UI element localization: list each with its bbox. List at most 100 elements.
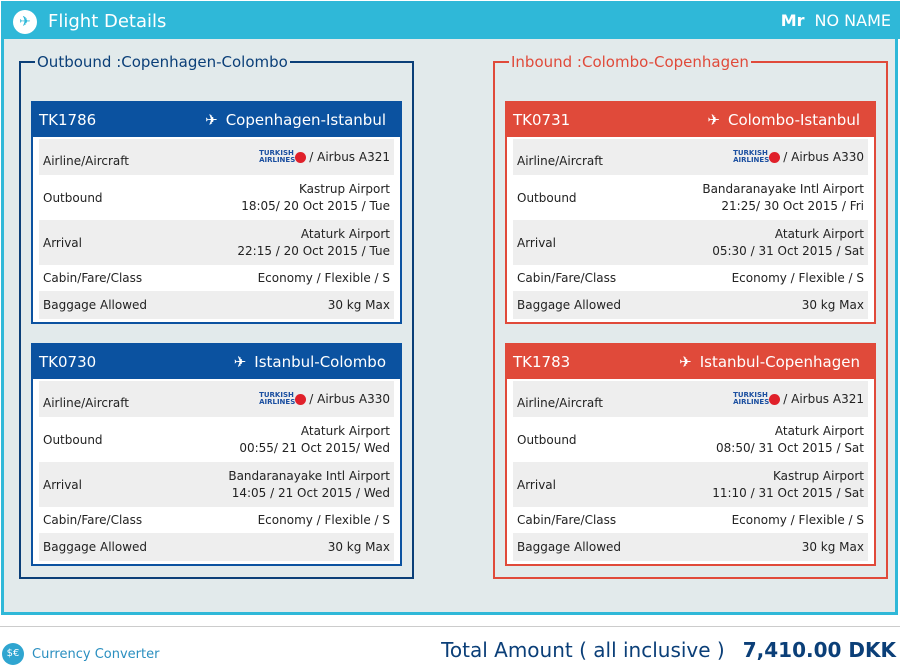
row-value: 30 kg Max: [801, 539, 864, 554]
row-label: Baggage Allowed: [517, 298, 622, 312]
flight-card: TK0731 ✈ Colombo-Istanbul Airline/Aircraft T…: [505, 101, 876, 324]
row-value: Ataturk Airport 05:30 / 31 Oct 2015 / Sat: [712, 226, 864, 258]
total-amount: Total Amount ( all inclusive ) 7,410.00 D…: [441, 638, 896, 662]
passenger-name: Mr NO NAME: [780, 11, 891, 30]
currency-icon: $€: [2, 643, 24, 665]
flight-code: TK0731: [513, 111, 571, 129]
row-label: Airline/Aircraft: [517, 396, 603, 410]
detail-row-cabin: Cabin/Fare/Class Economy / Flexible / S: [513, 265, 868, 291]
row-label: Arrival: [43, 477, 82, 492]
plane-icon: ✈: [679, 353, 692, 371]
airline-logo-text: TURKISH AIRLINES: [733, 391, 770, 406]
row-label: Cabin/Fare/Class: [43, 271, 143, 285]
row-value: Bandaranayake Intl Airport 21:25/ 30 Oct …: [702, 181, 864, 213]
flight-code: TK0730: [39, 353, 97, 371]
row-label: Baggage Allowed: [43, 540, 148, 554]
row-label: Airline/Aircraft: [517, 154, 603, 168]
outbound-legend: Outbound :Copenhagen-Colombo: [37, 53, 288, 71]
row-value: 30 kg Max: [327, 297, 390, 312]
row-label: Airline/Aircraft: [43, 396, 129, 410]
row-value: Economy / Flexible / S: [257, 270, 390, 285]
flight-card-header: TK0730 ✈ Istanbul-Colombo: [33, 345, 400, 379]
detail-row-airline: Airline/Aircraft TURKISH AIRLINES / Airbus …: [513, 381, 868, 417]
flight-route: Istanbul-Copenhagen: [699, 353, 860, 371]
row-value: Kastrup Airport 11:10 / 31 Oct 2015 / Sat: [712, 468, 864, 500]
flight-card: TK0730 ✈ Istanbul-Colombo Airline/Aircraft T…: [31, 343, 402, 566]
plane-icon: ✈: [707, 111, 720, 129]
row-value: Kastrup Airport 18:05/ 20 Oct 2015 / Tue: [241, 181, 390, 213]
page-title: Flight Details: [48, 11, 167, 32]
row-label: Outbound: [517, 432, 577, 447]
detail-row-baggage: Baggage Allowed 30 kg Max: [513, 291, 868, 319]
detail-row-baggage: Baggage Allowed 30 kg Max: [39, 533, 394, 561]
row-label: Arrival: [43, 235, 82, 250]
detail-row-baggage: Baggage Allowed 30 kg Max: [513, 533, 868, 561]
detail-row-airline: Airline/Aircraft TURKISH AIRLINES / Airbus …: [39, 139, 394, 175]
detail-row-outbound: Outbound Bandaranayake Intl Airport 21:25/…: [513, 175, 868, 220]
total-value: 7,410.00 DKK: [742, 638, 896, 662]
detail-row-arrival: Arrival Ataturk Airport 05:30 / 31 Oct 201…: [513, 220, 868, 265]
row-value: TURKISH AIRLINES / Airbus A321: [259, 149, 390, 164]
detail-row-outbound: Outbound Ataturk Airport 08:50/ 31 Oct 201…: [513, 417, 868, 462]
row-value: TURKISH AIRLINES / Airbus A330: [259, 391, 390, 406]
airline-logo-text: TURKISH AIRLINES: [259, 391, 296, 406]
row-value: Economy / Flexible / S: [257, 512, 390, 527]
divider: [0, 626, 900, 627]
row-value: Economy / Flexible / S: [731, 512, 864, 527]
airline-logo-text: TURKISH AIRLINES: [733, 149, 770, 164]
flight-card-header: TK0731 ✈ Colombo-Istanbul: [507, 103, 874, 137]
detail-row-outbound: Outbound Kastrup Airport 18:05/ 20 Oct 201…: [39, 175, 394, 220]
detail-row-airline: Airline/Aircraft TURKISH AIRLINES / Airbus …: [39, 381, 394, 417]
panel-header: ✈ Flight Details Mr NO NAME: [4, 1, 900, 39]
row-value: Economy / Flexible / S: [731, 270, 864, 285]
row-label: Arrival: [517, 477, 556, 492]
row-value: TURKISH AIRLINES / Airbus A330: [733, 149, 864, 164]
flight-route: Colombo-Istanbul: [727, 111, 860, 129]
turkish-airlines-logo: [295, 151, 307, 163]
row-label: Baggage Allowed: [43, 298, 148, 312]
plane-departure-icon: ✈: [13, 10, 37, 34]
airline-logo-text: TURKISH AIRLINES: [259, 149, 296, 164]
flight-card: TK1786 ✈ Copenhagen-Istanbul Airline/Aircra…: [31, 101, 402, 324]
outbound-section: Outbound :Copenhagen-Colombo TK1786 ✈ Copen…: [19, 53, 414, 579]
detail-row-arrival: Arrival Bandaranayake Intl Airport 14:05 /…: [39, 462, 394, 507]
turkish-airlines-logo: [769, 151, 781, 163]
detail-row-arrival: Arrival Kastrup Airport 11:10 / 31 Oct 201…: [513, 462, 868, 507]
row-value: Bandaranayake Intl Airport 14:05 / 21 Oct…: [228, 468, 390, 500]
flight-card-header: TK1786 ✈ Copenhagen-Istanbul: [33, 103, 400, 137]
inbound-legend: Inbound :Colombo-Copenhagen: [511, 53, 749, 71]
detail-row-arrival: Arrival Ataturk Airport 22:15 / 20 Oct 201…: [39, 220, 394, 265]
row-label: Outbound: [43, 432, 103, 447]
currency-converter-link[interactable]: $€ Currency Converter: [2, 643, 159, 665]
row-label: Cabin/Fare/Class: [43, 513, 143, 527]
row-label: Outbound: [517, 190, 577, 205]
row-value: Ataturk Airport 08:50/ 31 Oct 2015 / Sat: [716, 423, 864, 455]
row-label: Airline/Aircraft: [43, 154, 129, 168]
inbound-section: Inbound :Colombo-Copenhagen TK0731 ✈ Colomb…: [493, 53, 888, 579]
flight-code: TK1786: [39, 111, 97, 129]
detail-row-airline: Airline/Aircraft TURKISH AIRLINES / Airbus …: [513, 139, 868, 175]
row-label: Baggage Allowed: [517, 540, 622, 554]
row-value: Ataturk Airport 00:55/ 21 Oct 2015/ Wed: [239, 423, 390, 455]
row-value: TURKISH AIRLINES / Airbus A321: [733, 391, 864, 406]
plane-icon: ✈: [233, 353, 247, 371]
detail-row-cabin: Cabin/Fare/Class Economy / Flexible / S: [513, 507, 868, 533]
row-label: Arrival: [517, 235, 556, 250]
row-value: 30 kg Max: [801, 297, 864, 312]
row-value: 30 kg Max: [327, 539, 390, 554]
turkish-airlines-logo: [295, 393, 307, 405]
plane-icon: ✈: [205, 111, 218, 129]
row-label: Cabin/Fare/Class: [517, 513, 617, 527]
row-value: Ataturk Airport 22:15 / 20 Oct 2015 / Tue: [237, 226, 390, 258]
row-label: Outbound: [43, 190, 103, 205]
flight-route: Copenhagen-Istanbul: [225, 111, 386, 129]
flight-code: TK1783: [513, 353, 571, 371]
flight-route: Istanbul-Colombo: [254, 353, 386, 371]
flight-card-header: TK1783 ✈ Istanbul-Copenhagen: [507, 345, 874, 379]
detail-row-baggage: Baggage Allowed 30 kg Max: [39, 291, 394, 319]
flight-card: TK1783 ✈ Istanbul-Copenhagen Airline/Aircra…: [505, 343, 876, 566]
row-label: Cabin/Fare/Class: [517, 271, 617, 285]
detail-row-outbound: Outbound Ataturk Airport 00:55/ 21 Oct 201…: [39, 417, 394, 462]
detail-row-cabin: Cabin/Fare/Class Economy / Flexible / S: [39, 265, 394, 291]
detail-row-cabin: Cabin/Fare/Class Economy / Flexible / S: [39, 507, 394, 533]
